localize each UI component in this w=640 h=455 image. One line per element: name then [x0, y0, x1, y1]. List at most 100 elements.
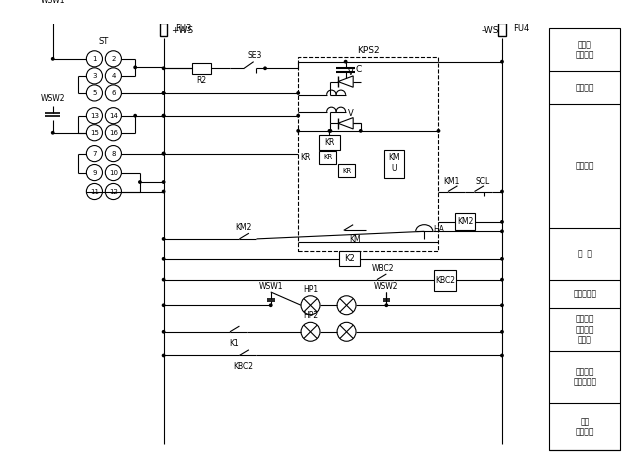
- Circle shape: [500, 303, 504, 307]
- Bar: [434, 270, 456, 291]
- Text: -WS: -WS: [481, 26, 499, 35]
- Bar: [549, 29, 620, 450]
- Text: 9: 9: [92, 170, 97, 176]
- Text: HP1: HP1: [303, 285, 318, 293]
- Circle shape: [162, 257, 166, 261]
- Circle shape: [162, 278, 166, 282]
- Circle shape: [162, 330, 166, 334]
- Text: 控制
回路断线: 控制 回路断线: [575, 417, 594, 436]
- Text: 15: 15: [90, 130, 99, 136]
- Circle shape: [500, 229, 504, 233]
- Text: C: C: [356, 65, 362, 74]
- Text: SCL: SCL: [476, 177, 490, 186]
- Circle shape: [162, 303, 166, 307]
- Text: WSW1: WSW1: [259, 282, 283, 291]
- Text: 2: 2: [111, 56, 116, 62]
- Bar: [383, 150, 404, 178]
- Circle shape: [162, 152, 166, 156]
- Text: ST: ST: [99, 37, 109, 46]
- Text: HA: HA: [433, 225, 444, 234]
- Circle shape: [500, 220, 504, 224]
- Text: KM: KM: [388, 153, 400, 162]
- Circle shape: [162, 237, 166, 241]
- Text: WBC2: WBC2: [371, 264, 394, 273]
- Circle shape: [269, 303, 273, 307]
- Circle shape: [328, 129, 332, 133]
- Bar: [192, 63, 211, 74]
- Text: 7: 7: [92, 151, 97, 157]
- Text: 8: 8: [111, 151, 116, 157]
- Circle shape: [296, 129, 300, 133]
- Text: V: V: [348, 109, 354, 118]
- Circle shape: [162, 354, 166, 357]
- Text: KPS2: KPS2: [357, 46, 380, 55]
- Text: 试验按鈕: 试验按鈕: [575, 83, 594, 92]
- Circle shape: [359, 129, 363, 133]
- Text: K2: K2: [344, 254, 355, 263]
- Text: FU4: FU4: [513, 24, 530, 33]
- Text: 11: 11: [90, 188, 99, 194]
- Circle shape: [162, 180, 166, 184]
- Text: KM: KM: [349, 235, 361, 244]
- Text: 4: 4: [111, 73, 116, 79]
- Text: 控制回路
断线中间
维电器: 控制回路 断线中间 维电器: [575, 314, 594, 344]
- Text: 16: 16: [109, 130, 118, 136]
- Text: FU3: FU3: [175, 24, 191, 33]
- Text: WSW2: WSW2: [40, 94, 65, 103]
- Circle shape: [500, 60, 504, 64]
- Text: U: U: [391, 164, 397, 173]
- Bar: [298, 57, 438, 251]
- Circle shape: [296, 91, 300, 95]
- Circle shape: [162, 114, 166, 117]
- Text: KR: KR: [323, 154, 332, 161]
- Text: V: V: [348, 68, 354, 76]
- Text: WSW1: WSW1: [40, 0, 65, 5]
- Text: 6: 6: [111, 90, 116, 96]
- Circle shape: [344, 60, 348, 64]
- Text: KBC2: KBC2: [435, 276, 455, 285]
- Text: 3: 3: [92, 73, 97, 79]
- Circle shape: [51, 57, 54, 61]
- Text: R2: R2: [196, 76, 207, 85]
- Circle shape: [385, 303, 388, 307]
- Text: HP2: HP2: [303, 311, 318, 320]
- Text: 警  铃: 警 铃: [578, 249, 592, 258]
- Circle shape: [263, 66, 267, 70]
- Text: KBC2: KBC2: [233, 362, 253, 371]
- Circle shape: [162, 91, 166, 95]
- Text: +WS: +WS: [171, 26, 193, 35]
- Text: KR: KR: [342, 167, 351, 174]
- Bar: [319, 135, 340, 150]
- Text: 12: 12: [109, 188, 118, 194]
- Text: 1: 1: [92, 56, 97, 62]
- Circle shape: [436, 129, 440, 133]
- Text: 5: 5: [92, 90, 97, 96]
- Text: SE3: SE3: [248, 51, 262, 61]
- Circle shape: [51, 131, 54, 135]
- Circle shape: [162, 152, 166, 156]
- Text: 监察维电器: 监察维电器: [573, 289, 596, 298]
- Bar: [338, 164, 355, 177]
- Text: KM2: KM2: [457, 217, 473, 226]
- Circle shape: [138, 180, 142, 184]
- Bar: [498, 23, 506, 36]
- Circle shape: [500, 190, 504, 193]
- Circle shape: [133, 66, 137, 69]
- Bar: [454, 213, 476, 230]
- Text: 小母线
及熴断器: 小母线 及熴断器: [575, 40, 594, 60]
- Text: KM1: KM1: [444, 177, 460, 186]
- Text: 14: 14: [109, 113, 118, 119]
- Circle shape: [162, 114, 166, 117]
- Text: KM2: KM2: [235, 223, 252, 232]
- Circle shape: [328, 129, 332, 133]
- Text: KR: KR: [301, 153, 311, 162]
- Circle shape: [500, 257, 504, 261]
- Bar: [160, 23, 168, 36]
- Circle shape: [162, 190, 166, 193]
- Bar: [339, 251, 360, 266]
- Circle shape: [500, 354, 504, 357]
- Circle shape: [133, 114, 137, 117]
- Bar: [319, 151, 336, 164]
- Text: K1: K1: [229, 339, 239, 348]
- Circle shape: [162, 66, 166, 70]
